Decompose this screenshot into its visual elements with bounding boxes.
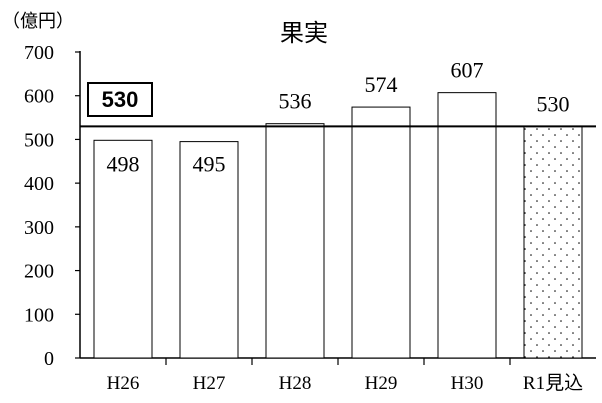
bar-H26 <box>93 139 153 359</box>
value-label-H28: 536 <box>279 89 312 114</box>
reference-line-group: 530 <box>80 82 596 128</box>
bar-H30 <box>437 92 497 359</box>
y-tick-label: 500 <box>24 129 54 151</box>
x-axis-labels: H26 H27 H28 H29 H30 R1見込 <box>107 372 583 394</box>
chart-title: 果実 <box>280 20 328 47</box>
x-tick-label-R1見込: R1見込 <box>523 372 583 394</box>
x-tick-label-H27: H27 <box>193 373 226 394</box>
value-label-H29: 574 <box>365 72 398 97</box>
y-tick-label: 0 <box>44 348 54 370</box>
x-tick-label-H30: H30 <box>451 373 484 394</box>
bar-H29 <box>351 106 411 359</box>
y-axis-unit-label: （億円） <box>2 11 74 31</box>
y-axis-ticks: 0 100 200 300 400 500 600 700 <box>24 42 80 370</box>
value-label-R1見込: 530 <box>537 91 570 116</box>
value-label-H26: 498 <box>107 151 140 176</box>
x-tick-label-H26: H26 <box>107 373 140 394</box>
bar-H27 <box>179 141 239 359</box>
bar-H28 <box>265 123 325 359</box>
y-tick-label: 700 <box>24 42 54 64</box>
x-tick-label-H29: H29 <box>365 373 398 394</box>
axes <box>79 51 596 365</box>
y-tick-label: 600 <box>24 86 54 108</box>
y-tick-label: 400 <box>24 173 54 195</box>
reference-line-label-box <box>87 82 153 117</box>
value-labels: 498 495 536 574 607 530 <box>107 58 570 177</box>
y-tick-label: 100 <box>24 304 54 326</box>
bars <box>93 92 583 359</box>
value-label-H27: 495 <box>193 151 226 176</box>
x-tick-label-H28: H28 <box>279 373 312 394</box>
value-label-H30: 607 <box>451 58 484 83</box>
y-tick-label: 200 <box>24 261 54 283</box>
bar-R1見込 <box>523 125 583 359</box>
reference-line-label: 530 <box>102 87 139 112</box>
y-tick-label: 300 <box>24 217 54 239</box>
